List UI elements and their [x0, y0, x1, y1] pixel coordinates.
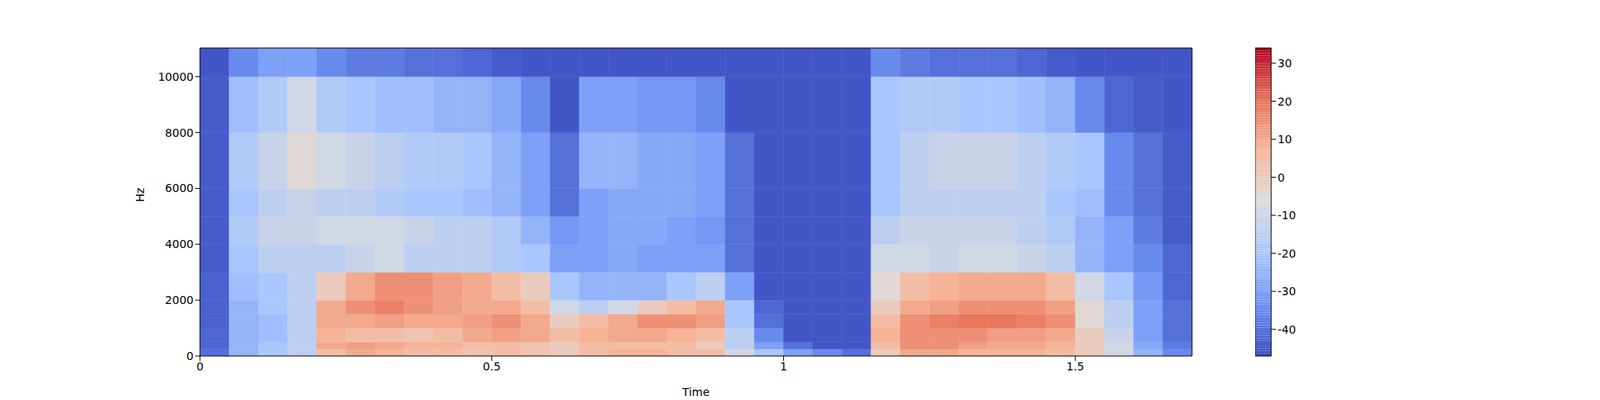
svg-text:10: 10 [1277, 132, 1292, 146]
svg-text:8000: 8000 [164, 126, 194, 140]
svg-text:-20: -20 [1277, 247, 1296, 260]
svg-text:1.5: 1.5 [1066, 360, 1084, 373]
svg-text:Time: Time [681, 385, 710, 399]
svg-text:-10: -10 [1277, 208, 1296, 222]
svg-text:0: 0 [196, 360, 204, 373]
svg-text:1: 1 [780, 360, 788, 373]
svg-text:4000: 4000 [164, 237, 194, 251]
svg-text:10000: 10000 [157, 70, 194, 84]
svg-text:0.5: 0.5 [483, 360, 501, 373]
svg-text:30: 30 [1277, 56, 1292, 70]
svg-text:20: 20 [1277, 95, 1292, 108]
svg-text:2000: 2000 [164, 293, 194, 307]
svg-text:-30: -30 [1277, 284, 1296, 298]
svg-text:-40: -40 [1277, 323, 1296, 336]
svg-text:6000: 6000 [164, 181, 194, 195]
svg-text:0: 0 [186, 349, 194, 363]
svg-text:Hz: Hz [133, 188, 147, 203]
svg-text:0: 0 [1277, 171, 1285, 184]
